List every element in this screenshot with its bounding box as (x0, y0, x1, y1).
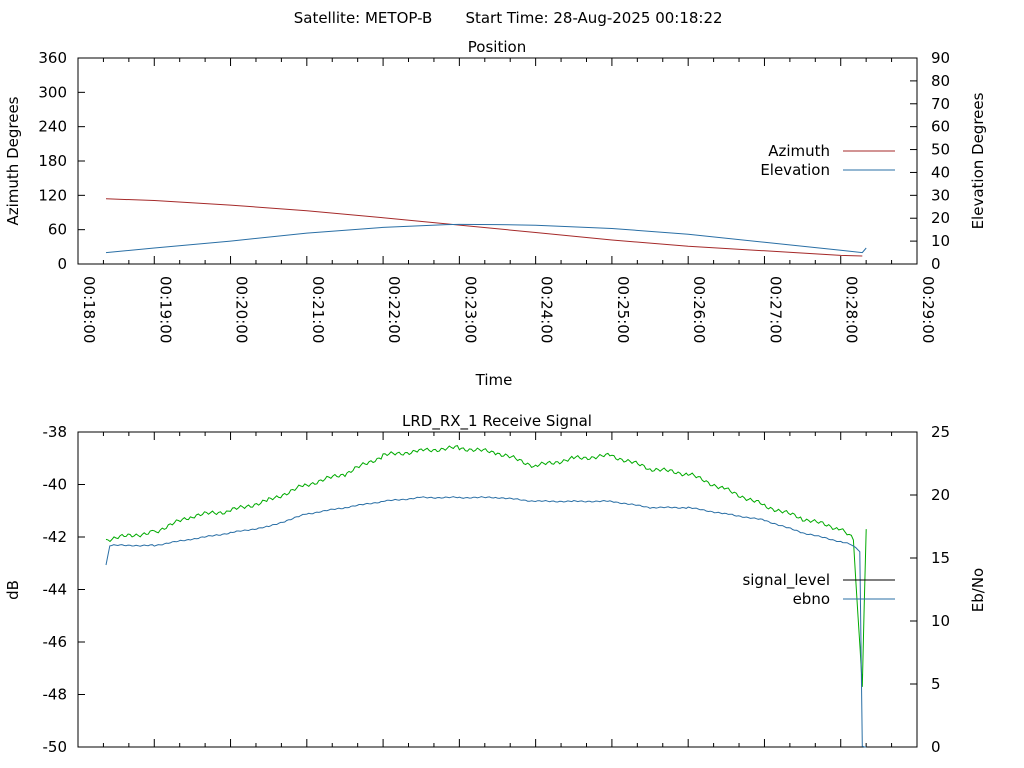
position-y2label: Elevation Degrees (969, 92, 987, 229)
y2-tick-label: 80 (931, 72, 950, 90)
signal-y2label: Eb/No (969, 568, 987, 612)
y2-tick-label: 25 (931, 423, 950, 441)
y2-tick-label: 90 (931, 49, 950, 67)
y2-tick-label: 0 (931, 738, 941, 756)
y-tick-label: 360 (38, 49, 67, 67)
y2-tick-label: 50 (931, 141, 950, 159)
y-tick-label: -50 (43, 738, 68, 756)
signal-legend: signal_level ebno (742, 571, 895, 608)
y2-tick-label: 0 (931, 255, 941, 273)
y2-tick-label: 60 (931, 118, 950, 136)
y-tick-label: 240 (38, 118, 67, 136)
y-tick-label: 120 (38, 186, 67, 204)
position-xlabel: Time (475, 371, 513, 389)
y-tick-label: -42 (43, 528, 68, 546)
signal-title: LRD_RX_1 Receive Signal (402, 412, 592, 431)
y2-tick-label: 20 (931, 209, 950, 227)
x-tick-label: 00:20:00 (233, 276, 251, 343)
y-tick-label: 60 (48, 221, 67, 239)
y2-tick-label: 20 (931, 486, 950, 504)
legend-signal-level-label: signal_level (742, 571, 830, 590)
x-tick-label: 00:18:00 (80, 276, 98, 343)
position-chart: Position 0 60 120 180 240 300 360 0 10 20 30 40 50 6… (4, 38, 987, 389)
series-line-ebno (105, 496, 867, 748)
y-tick-label: 180 (38, 152, 67, 170)
y2-tick-label: 5 (931, 675, 941, 693)
signal-chart: LRD_RX_1 Receive Signal -50 -48 -46 -44 -42 -… (4, 412, 987, 756)
x-tick-label: 00:19:00 (156, 276, 174, 343)
y2-tick-label: 40 (931, 163, 950, 181)
series-line-signal_level (105, 445, 867, 687)
signal-plot-frame (77, 431, 918, 748)
position-title: Position (468, 38, 526, 56)
position-ylabel: Azimuth Degrees (4, 96, 22, 225)
legend-ebno-label: ebno (793, 590, 830, 608)
y-tick-label: -48 (43, 686, 68, 704)
y2-tick-label: 10 (931, 612, 950, 630)
position-legend: Azimuth Elevation (760, 142, 895, 179)
series-line-Azimuth (105, 198, 863, 257)
satellite-label: Satellite: METOP-B (294, 9, 433, 27)
y2-tick-label: 30 (931, 186, 950, 204)
x-tick-label: 00:22:00 (385, 276, 403, 343)
x-tick-label: 00:23:00 (461, 276, 479, 343)
legend-elevation-label: Elevation (760, 161, 830, 179)
x-tick-label: 00:25:00 (614, 276, 632, 343)
y2-tick-label: 70 (931, 95, 950, 113)
start-time-label: Start Time: 28-Aug-2025 00:18:22 (465, 9, 722, 27)
y2-tick-label: 10 (931, 232, 950, 250)
x-tick-label: 00:27:00 (766, 276, 784, 343)
x-tick-label: 00:24:00 (538, 276, 556, 343)
x-tick-label: 00:26:00 (690, 276, 708, 343)
y-tick-label: 0 (57, 255, 67, 273)
y-tick-label: -44 (43, 581, 68, 599)
x-tick-label: 00:21:00 (309, 276, 327, 343)
y-tick-label: -46 (43, 633, 68, 651)
x-tick-label: 00:28:00 (843, 276, 861, 343)
y-tick-label: -38 (43, 423, 68, 441)
y2-tick-label: 15 (931, 549, 950, 567)
series-line-Elevation (105, 223, 867, 254)
y-tick-label: 300 (38, 83, 67, 101)
x-tick-label: 00:29:00 (919, 276, 937, 343)
legend-azimuth-label: Azimuth (768, 142, 830, 160)
signal-ylabel: dB (4, 580, 22, 600)
y-tick-label: -40 (43, 476, 68, 494)
